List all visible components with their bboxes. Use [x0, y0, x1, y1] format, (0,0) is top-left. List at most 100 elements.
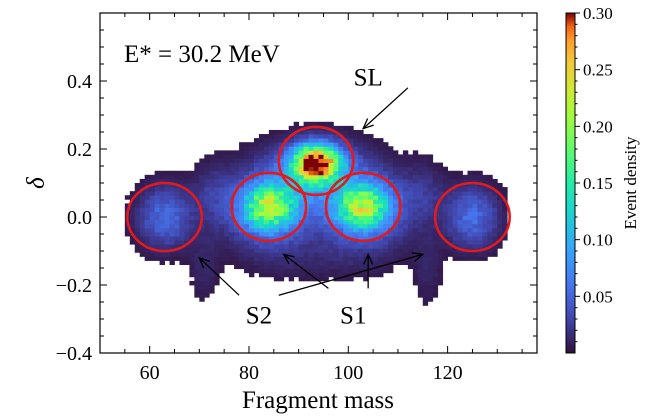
heatmap-cell [397, 162, 404, 168]
heatmap-cell [258, 236, 265, 241]
heatmap-cell [288, 272, 295, 278]
heatmap-cell [402, 223, 409, 229]
heatmap-cell [432, 272, 439, 278]
heatmap-cell [283, 146, 290, 151]
heatmap-cell [154, 256, 160, 261]
heatmap-cell [313, 248, 319, 253]
colorbar [565, 12, 576, 354]
heatmap-cell [402, 187, 409, 192]
heatmap-cell [338, 166, 344, 172]
heatmap-cell [318, 142, 324, 147]
heatmap-cell [234, 248, 240, 253]
heatmap-cell [288, 138, 295, 143]
heatmap-cell [487, 223, 493, 229]
heatmap-cell [283, 183, 290, 188]
heatmap-cell [358, 236, 364, 241]
heatmap-cell [427, 215, 434, 221]
heatmap-cell [239, 223, 245, 229]
heatmap-cell [373, 150, 379, 155]
heatmap-cell [263, 146, 270, 151]
x-tick-label: 60 [140, 362, 160, 384]
heatmap-cell [338, 158, 344, 163]
heatmap-cell [343, 134, 349, 139]
heatmap-cell [214, 215, 220, 221]
heatmap-cell [278, 260, 285, 265]
heatmap-cell [298, 256, 305, 261]
heatmap-cell [308, 231, 314, 237]
heatmap-cell [328, 178, 334, 184]
heatmap-cell [318, 121, 324, 127]
heatmap-cell [427, 276, 434, 282]
heatmap-cell [477, 215, 483, 221]
heatmap-cell [239, 154, 245, 159]
heatmap-cell [298, 203, 305, 208]
heatmap-cell [258, 142, 265, 147]
heatmap-cell [358, 264, 364, 270]
heatmap-cell [214, 199, 220, 204]
heatmap-cell [392, 191, 399, 196]
heatmap-cell [348, 187, 354, 192]
heatmap-cell [477, 231, 483, 237]
heatmap-cell [219, 154, 225, 159]
heatmap-cell [348, 174, 354, 180]
heatmap-cell [368, 244, 374, 249]
heatmap-cell [477, 252, 483, 257]
heatmap-cell [343, 183, 349, 188]
heatmap-cell [293, 125, 300, 131]
heatmap-cell [283, 219, 290, 225]
heatmap-cell [258, 211, 265, 217]
heatmap-cell [392, 166, 399, 172]
heatmap-cell [422, 236, 429, 241]
heatmap-cell [288, 215, 295, 221]
heatmap-cell [204, 223, 210, 229]
heatmap-cell [407, 211, 414, 217]
heatmap-cell [194, 260, 200, 265]
heatmap-cell [412, 187, 419, 192]
heatmap-cell [338, 207, 344, 212]
heatmap-cell [209, 191, 215, 196]
region-circle [277, 125, 355, 197]
heatmap-cell [412, 240, 419, 245]
heatmap-cell [323, 174, 329, 180]
heatmap-cell [184, 240, 190, 245]
heatmap-cell [388, 174, 394, 180]
heatmap-cell [308, 276, 314, 282]
heatmap-cell [159, 252, 165, 257]
heatmap-cell [422, 211, 429, 217]
heatmap-cell [313, 142, 319, 147]
heatmap-cell [273, 187, 280, 192]
heatmap-cell [358, 244, 364, 249]
heatmap-cell [383, 195, 389, 200]
heatmap-cell [333, 223, 339, 229]
heatmap-cell [447, 252, 453, 257]
heatmap-cell [199, 297, 205, 302]
heatmap-cell [333, 154, 339, 159]
heatmap-cell [204, 280, 210, 286]
heatmap-cell [338, 276, 344, 282]
heatmap-cell [293, 207, 300, 212]
heatmap-cell [179, 178, 185, 184]
heatmap-cell [477, 219, 483, 225]
heatmap-cell [283, 150, 290, 155]
heatmap-cell [164, 223, 170, 229]
heatmap-cell [328, 195, 334, 200]
heatmap-cell [432, 227, 439, 233]
heatmap-cell [204, 236, 210, 241]
heatmap-cell [482, 219, 488, 225]
heatmap-cell [477, 256, 483, 261]
heatmap-cell [293, 121, 300, 127]
heatmap-cell [229, 178, 235, 184]
heatmap-cell [472, 174, 478, 180]
heatmap-cell [353, 129, 359, 135]
heatmap-cell [293, 146, 300, 151]
heatmap-cell [303, 138, 309, 143]
heatmap-cell [278, 203, 285, 208]
heatmap-cell [313, 166, 319, 172]
heatmap-cell [467, 219, 473, 225]
heatmap-cell [189, 244, 195, 249]
heatmap-cell [373, 187, 379, 192]
heatmap-cell [313, 134, 319, 139]
heatmap-cell [278, 248, 285, 253]
heatmap-cell [273, 129, 280, 135]
